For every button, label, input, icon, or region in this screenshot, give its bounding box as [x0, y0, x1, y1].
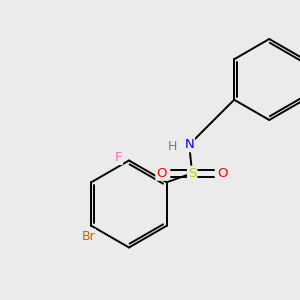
Text: S: S	[188, 167, 196, 180]
Text: O: O	[218, 167, 228, 180]
Text: N: N	[184, 138, 194, 151]
Text: H: H	[168, 140, 177, 153]
Text: F: F	[115, 151, 122, 164]
Text: O: O	[156, 167, 167, 180]
Text: Br: Br	[82, 230, 95, 243]
